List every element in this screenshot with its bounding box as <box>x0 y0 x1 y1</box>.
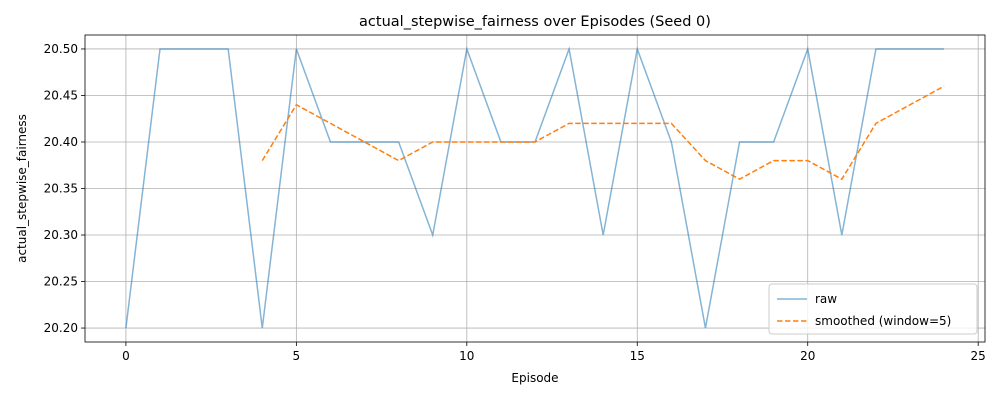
grid <box>85 35 985 342</box>
series-layer <box>125 46 945 329</box>
y-tick-label: 20.35 <box>44 182 78 196</box>
y-tick-label: 20.25 <box>44 275 78 289</box>
y-tick-label: 20.40 <box>44 135 78 149</box>
x-tick-label: 25 <box>971 349 986 363</box>
series-line-smoothed <box>261 85 945 181</box>
chart-title: actual_stepwise_fairness over Episodes (… <box>359 14 711 30</box>
y-tick-label: 20.20 <box>44 321 78 335</box>
y-tick-label: 20.30 <box>44 228 78 242</box>
y-tick-label: 20.50 <box>44 42 78 56</box>
x-tick-label: 5 <box>293 349 301 363</box>
x-tick-label: 10 <box>459 349 474 363</box>
ticks: 0 5 10 15 20 25 20.20 20.25 20.30 20.35 20.40 20.45… <box>44 42 986 363</box>
y-tick-label: 20.45 <box>44 88 78 102</box>
x-tick-label: 0 <box>122 349 130 363</box>
y-axis-label: actual_stepwise_fairness <box>15 114 29 263</box>
legend-label-smoothed: smoothed (window=5) <box>815 314 951 328</box>
x-tick-label: 20 <box>800 349 815 363</box>
legend: raw smoothed (window=5) <box>768 283 978 335</box>
x-axis-label: Episode <box>511 371 558 385</box>
x-tick-label: 15 <box>630 349 645 363</box>
legend-label-raw: raw <box>815 292 837 306</box>
legend-box <box>768 283 978 335</box>
